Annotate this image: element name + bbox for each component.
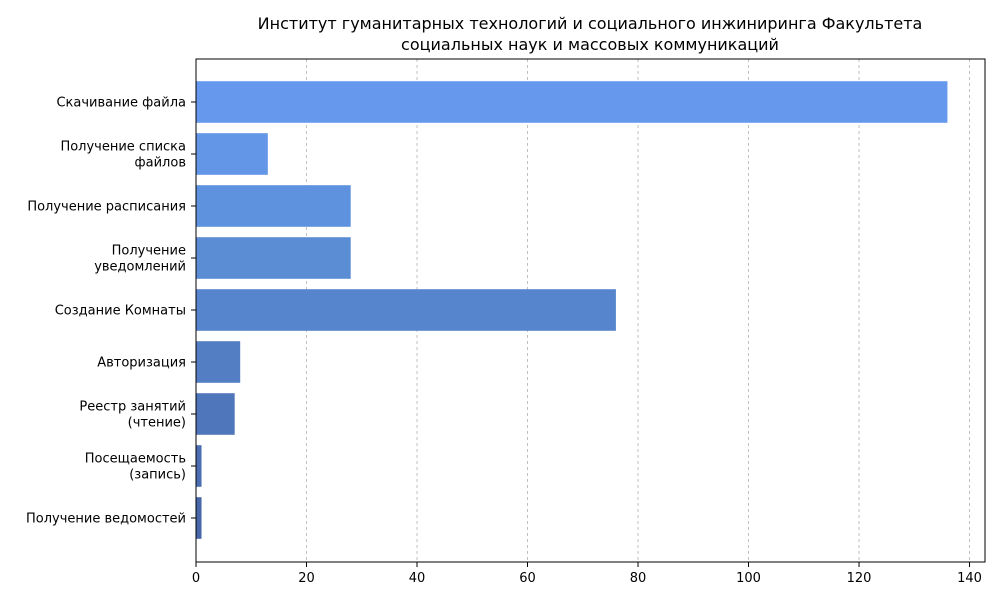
bar-8 bbox=[196, 445, 202, 487]
category-label-8-line-2: (запись) bbox=[129, 468, 186, 483]
category-label-8-line-1: Посещаемость bbox=[85, 452, 186, 467]
x-tick-label-80: 80 bbox=[630, 571, 647, 586]
x-tick-label-120: 120 bbox=[847, 571, 872, 586]
x-tick-label-0: 0 bbox=[192, 571, 200, 586]
bars bbox=[196, 81, 948, 539]
category-label-7-line-2: (чтение) bbox=[128, 416, 186, 431]
category-label-2-line-2: файлов bbox=[135, 156, 186, 171]
bar-5 bbox=[196, 289, 616, 331]
category-label-7-line-1: Реестр занятий bbox=[79, 400, 186, 415]
x-axis-ticks: 0 20 40 60 80 100 120 140 bbox=[192, 562, 982, 586]
x-tick-label-40: 40 bbox=[409, 571, 426, 586]
bar-6 bbox=[196, 341, 241, 383]
chart-title-line-1: Институт гуманитарных технологий и социа… bbox=[258, 14, 923, 33]
bar-9 bbox=[196, 497, 202, 539]
plot-frame bbox=[195, 58, 986, 563]
category-label-3-line-1: Получение расписания bbox=[27, 200, 186, 215]
bar-3 bbox=[196, 185, 351, 227]
category-label-1-line-1: Скачивание файла bbox=[56, 96, 186, 111]
bar-7 bbox=[196, 393, 235, 435]
x-tick-label-20: 20 bbox=[298, 571, 315, 586]
category-label-6-line-1: Авторизация bbox=[97, 356, 186, 371]
chart-title-line-2: социальных наук и массовых коммуникаций bbox=[401, 35, 779, 54]
category-label-5-line-1: Создание Комнаты bbox=[55, 304, 186, 319]
category-label-4-line-2: уведомлений bbox=[94, 260, 186, 275]
bar-1 bbox=[196, 81, 948, 123]
bar-2 bbox=[196, 133, 268, 175]
category-label-2-line-1: Получение списка bbox=[60, 140, 186, 155]
x-tick-label-100: 100 bbox=[736, 571, 761, 586]
x-tick-label-60: 60 bbox=[519, 571, 536, 586]
bar-4 bbox=[196, 237, 351, 279]
x-tick-label-140: 140 bbox=[957, 571, 982, 586]
category-label-4-line-1: Получение bbox=[112, 244, 186, 259]
category-label-9-line-1: Получение ведомостей bbox=[26, 512, 186, 527]
